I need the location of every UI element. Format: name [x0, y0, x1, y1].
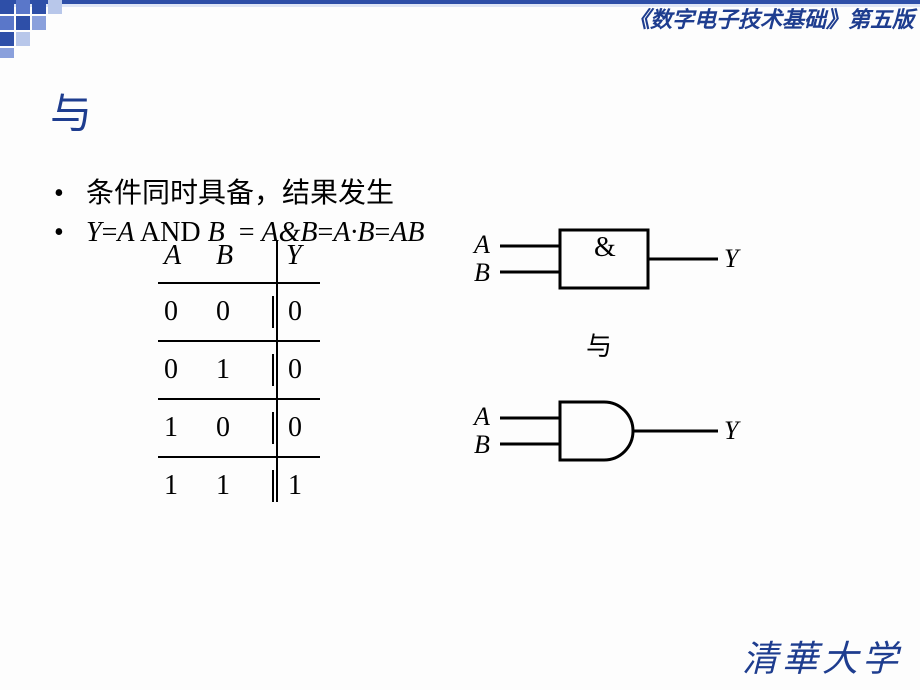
formula-dot: A·B: [333, 217, 374, 248]
col-header-b: B: [216, 240, 272, 272]
col-header-y: Y: [272, 240, 320, 272]
gate2-label-b: B: [474, 430, 490, 460]
bullet-dot-icon: •: [54, 178, 86, 210]
cell-y: 0: [272, 412, 320, 444]
formula-lhs: Y: [86, 217, 102, 248]
gate2-label-y: Y: [724, 416, 738, 446]
gate-mid-label: 与: [586, 326, 612, 363]
bullet-item: • 条件同时具备，结果发生: [54, 171, 880, 211]
cell-y: 0: [272, 296, 320, 328]
bullet-text-1: 条件同时具备，结果发生: [86, 171, 394, 211]
cell-b: 1: [216, 470, 272, 502]
cell-a: 0: [158, 296, 216, 328]
table-header-row: A B Y: [158, 240, 320, 284]
gate2-label-a: A: [474, 402, 490, 432]
header-bar: 《数字电子技术基础》第五版: [0, 0, 920, 36]
table-row: 0 0 0: [158, 284, 320, 342]
book-title: 《数字电子技术基础》第五版: [628, 2, 914, 34]
formula-eq: =: [375, 217, 391, 248]
university-logo: 清華大学: [742, 630, 902, 682]
formula-eq: =: [102, 217, 118, 248]
cell-a: 0: [158, 354, 216, 386]
formula-a: A: [117, 217, 134, 248]
table-row: 0 1 0: [158, 342, 320, 400]
gate1-label-y: Y: [724, 244, 738, 274]
cell-b: 1: [216, 354, 272, 386]
cell-y: 1: [272, 470, 320, 502]
formula-plain: AB: [390, 217, 424, 248]
slide-title: 与: [50, 80, 880, 141]
truth-table: A B Y 0 0 0 0 1 0 1 0 0 1 1 1: [158, 240, 320, 514]
svg-text:&: &: [594, 232, 616, 263]
iec-and-gate: &: [500, 230, 718, 288]
table-row: 1 1 1: [158, 458, 320, 514]
bullet-dot-icon: •: [54, 217, 86, 249]
gate1-label-b: B: [474, 258, 490, 288]
table-row: 1 0 0: [158, 400, 320, 458]
cell-a: 1: [158, 470, 216, 502]
col-header-a: A: [158, 240, 216, 272]
gate1-label-a: A: [474, 230, 490, 260]
cell-y: 0: [272, 354, 320, 386]
cell-b: 0: [216, 412, 272, 444]
gate-diagram: & A B Y 与 A B Y: [486, 222, 766, 562]
cell-b: 0: [216, 296, 272, 328]
cell-a: 1: [158, 412, 216, 444]
ansi-and-gate: [500, 402, 718, 460]
table-vertical-divider: [276, 240, 278, 502]
